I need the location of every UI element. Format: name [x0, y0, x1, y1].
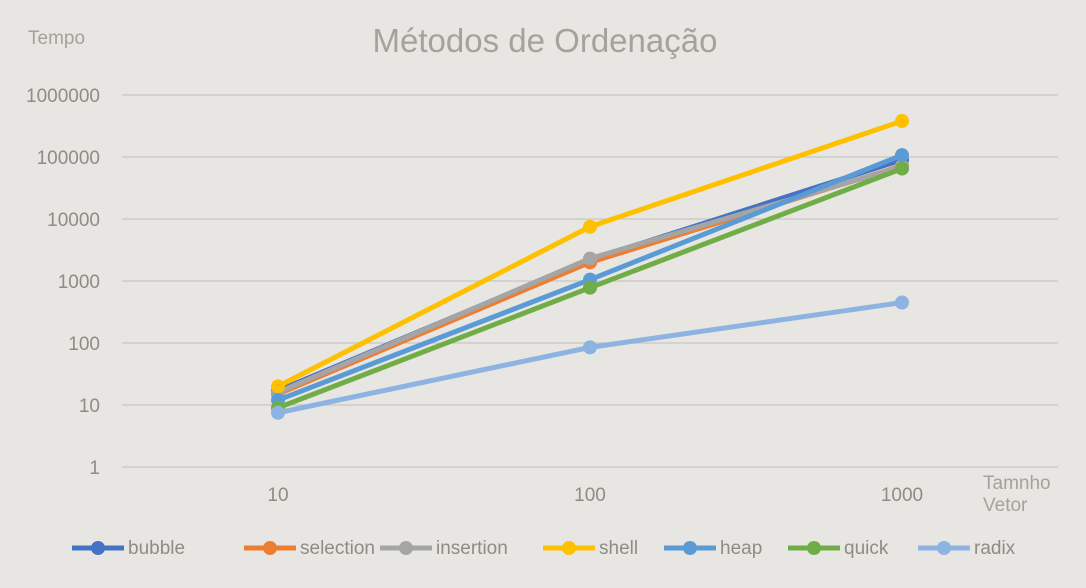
data-point-radix-1000 — [895, 295, 909, 310]
data-point-shell-1000 — [895, 114, 909, 129]
y-tick-label: 1 — [89, 458, 100, 479]
legend-swatch-marker — [683, 541, 697, 555]
legend-swatch-marker — [937, 541, 951, 555]
legend-swatch-marker — [399, 541, 413, 555]
legend-label: radix — [974, 538, 1016, 559]
legend-item-heap: heap — [664, 538, 762, 559]
legend-item-bubble: bubble — [72, 538, 185, 559]
legend-swatch-marker — [807, 541, 821, 555]
x-tick-label: 10 — [267, 485, 288, 506]
legend-swatch-marker — [562, 541, 576, 555]
y-tick-label: 100000 — [37, 148, 100, 169]
legend-label: quick — [844, 538, 889, 559]
legend-label: heap — [720, 538, 762, 559]
legend-item-shell: shell — [543, 538, 638, 559]
legend-item-selection: selection — [244, 538, 375, 559]
legend-item-insertion: insertion — [380, 538, 508, 559]
legend-item-quick: quick — [788, 538, 889, 559]
legend-swatch-marker — [263, 541, 277, 555]
y-tick-label: 100 — [68, 334, 100, 355]
series-line-radix — [275, 300, 905, 416]
data-point-shell-100 — [583, 219, 597, 234]
chart-title: Métodos de Ordenação — [373, 22, 718, 59]
x-tick-labels: 10 100 1000 — [267, 485, 923, 506]
x-axis-title-line2: Vetor — [983, 495, 1028, 516]
legend: bubble selection insertion shell heap quick ra… — [72, 538, 1016, 559]
x-axis-title-line1: Tamnho — [983, 473, 1051, 494]
y-tick-label: 1000000 — [26, 86, 100, 107]
legend-label: selection — [300, 538, 375, 559]
series-lines — [271, 114, 909, 420]
series-radix — [271, 295, 909, 420]
data-point-radix-10 — [271, 405, 285, 420]
data-point-insertion-100 — [583, 251, 597, 266]
data-point-quick-1000 — [895, 161, 909, 176]
legend-label: insertion — [436, 538, 508, 559]
y-tick-label: 10 — [79, 396, 100, 417]
series-quick — [271, 161, 909, 415]
y-tick-label: 10000 — [47, 210, 100, 231]
data-point-shell-10 — [271, 379, 285, 394]
data-point-heap-1000 — [895, 148, 909, 163]
y-axis-title: Tempo — [28, 28, 85, 49]
y-tick-label: 1000 — [58, 272, 100, 293]
x-tick-label: 1000 — [881, 485, 923, 506]
x-tick-label: 100 — [574, 485, 606, 506]
data-point-quick-100 — [583, 280, 597, 295]
legend-label: bubble — [128, 538, 185, 559]
y-tick-labels: 1 10 100 1000 10000 100000 1000000 — [26, 86, 100, 479]
legend-item-radix: radix — [918, 538, 1016, 559]
data-point-radix-100 — [583, 340, 597, 355]
legend-label: shell — [599, 538, 638, 559]
legend-swatch-marker — [91, 541, 105, 555]
series-shell — [271, 114, 909, 394]
